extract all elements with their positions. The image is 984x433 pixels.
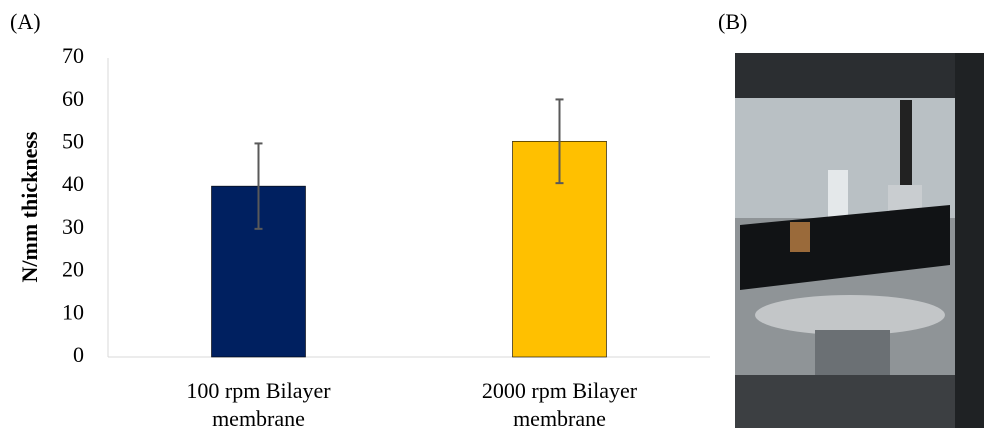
y-tick-label: 70 [62,43,84,68]
y-tick-label: 60 [62,86,84,111]
x-tick-label: 2000 rpm Bilayer membrane [481,378,638,431]
x-tick-label: 100 rpm Bilayer membrane [186,378,331,431]
photo [735,53,984,428]
y-axis-label: N/mm thickness [17,131,42,282]
y-tick-label: 40 [62,171,84,196]
y-tick-label: 50 [62,128,84,153]
y-tick-label: 30 [62,214,84,239]
y-tick-label: 0 [73,342,84,367]
panel-label: (A) [10,9,41,34]
panel-label: (B) [718,9,747,34]
y-tick-label: 20 [62,257,84,282]
y-tick-label: 10 [62,299,84,324]
